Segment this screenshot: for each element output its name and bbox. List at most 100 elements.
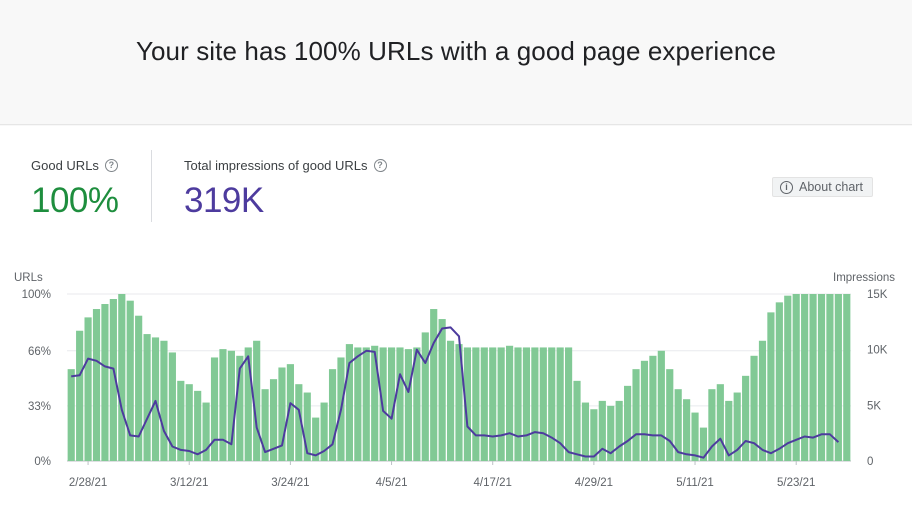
bar: [674, 389, 682, 461]
help-icon[interactable]: ?: [373, 159, 387, 172]
bar: [354, 347, 362, 461]
metric-impressions[interactable]: Total impressions of good URLs ? 319K: [184, 158, 387, 221]
left-axis-title: URLs: [14, 272, 43, 284]
bar: [244, 347, 252, 461]
bar: [632, 369, 640, 461]
bar: [320, 402, 328, 461]
bar: [446, 340, 455, 461]
bar: [92, 309, 101, 461]
bar: [303, 392, 311, 461]
bar: [505, 345, 514, 461]
banner-title: Your site has 100% URLs with a good page…: [135, 36, 777, 66]
metric-impressions-label: Total impressions of good URLs: [184, 158, 368, 173]
bar: [758, 340, 767, 461]
x-tick-label: 4/5/21: [376, 477, 408, 489]
impressions-line: [71, 326, 840, 459]
bar: [312, 417, 320, 461]
bar: [202, 402, 210, 461]
x-tick-label: 3/12/21: [170, 477, 208, 489]
x-tick-label: 5/11/21: [676, 477, 714, 489]
bar: [683, 399, 691, 461]
bar: [784, 295, 792, 461]
bar: [489, 347, 497, 461]
bar: [84, 317, 92, 461]
bar: [733, 392, 741, 461]
help-icon[interactable]: ?: [104, 159, 118, 172]
bar: [227, 350, 235, 461]
bar: [742, 375, 750, 461]
bar: [219, 349, 227, 461]
bar: [160, 340, 168, 461]
bar: [143, 334, 151, 461]
bar: [691, 412, 699, 461]
bar: [497, 347, 505, 461]
x-tick-label: 5/23/21: [777, 477, 815, 489]
bar: [843, 294, 851, 461]
bar: [236, 355, 244, 461]
metric-impressions-label-row: Total impressions of good URLs ?: [184, 158, 387, 173]
bar: [421, 332, 429, 461]
bar: [607, 405, 615, 461]
bar: [817, 294, 826, 461]
bar: [775, 302, 783, 461]
bar: [109, 299, 117, 461]
page-experience-banner: Your site has 100% URLs with a good page…: [0, 0, 912, 125]
bar: [210, 357, 219, 461]
left-tick-label: 66%: [28, 346, 51, 358]
right-tick-label: 15K: [867, 289, 888, 301]
bar: [261, 389, 269, 461]
right-tick-label: 5K: [867, 400, 881, 412]
bar: [387, 347, 396, 461]
bar: [581, 402, 590, 461]
bar: [67, 369, 75, 461]
bar: [194, 390, 202, 461]
bar: [801, 294, 809, 461]
metric-good-urls[interactable]: Good URLs ? 100%: [31, 158, 119, 221]
right-axis-title: Impressions: [833, 272, 895, 284]
bar: [514, 347, 522, 461]
bar: [834, 294, 842, 461]
metric-good-urls-label-row: Good URLs ?: [31, 158, 119, 173]
bar: [767, 312, 775, 461]
left-tick-label: 33%: [28, 401, 51, 413]
bar: [438, 319, 446, 461]
bar: [295, 384, 303, 461]
bar: [463, 347, 472, 461]
bar: [168, 352, 176, 461]
chart-card: Good URLs ? 100% Total impressions of go…: [0, 126, 912, 512]
bar: [118, 294, 126, 461]
x-tick-label: 4/29/21: [575, 477, 613, 489]
bar: [76, 330, 84, 461]
bar: [666, 369, 674, 461]
bar: [624, 385, 632, 461]
bar: [826, 294, 834, 461]
bar: [708, 389, 716, 461]
bar: [362, 347, 370, 461]
bar: [345, 344, 353, 461]
bar: [177, 380, 185, 461]
bar: [522, 347, 531, 461]
bar: [472, 347, 480, 461]
metric-impressions-value: 319K: [184, 181, 264, 220]
bar: [590, 409, 598, 461]
bar: [699, 427, 708, 461]
bar: [328, 369, 337, 461]
bar: [556, 347, 564, 461]
bar: [565, 347, 573, 461]
right-tick-label: 10K: [867, 345, 888, 357]
bar: [548, 347, 556, 461]
x-tick-label: 2/28/21: [69, 477, 107, 489]
bar: [640, 360, 649, 461]
bar: [792, 294, 800, 461]
bar: [725, 400, 733, 461]
bar: [598, 400, 606, 461]
bar: [278, 367, 286, 461]
metric-divider: [151, 150, 152, 222]
bar: [126, 300, 134, 461]
bar: [455, 344, 463, 461]
bar: [573, 380, 581, 461]
about-chart-button[interactable]: i About chart: [772, 177, 873, 197]
bar: [809, 294, 817, 461]
left-tick-label: 0%: [34, 456, 51, 468]
metric-good-urls-value: 100%: [31, 181, 119, 220]
